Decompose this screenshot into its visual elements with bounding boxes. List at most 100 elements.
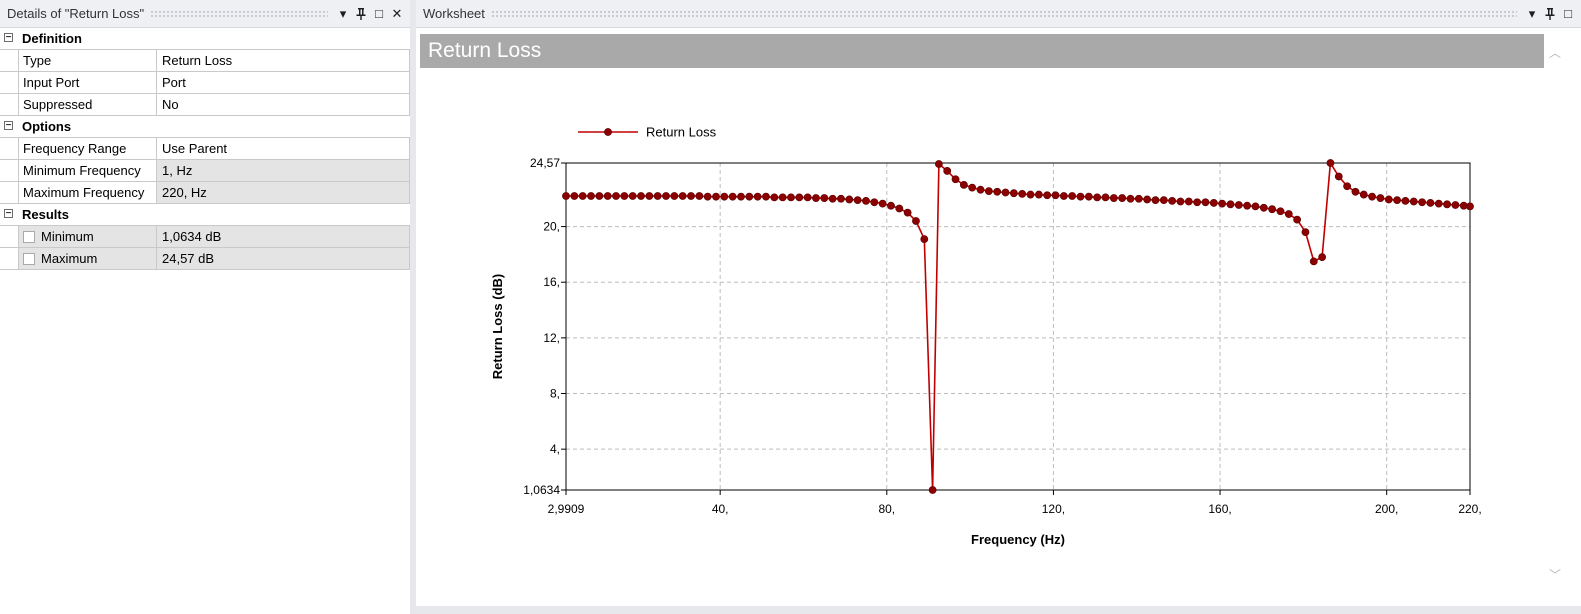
vertical-scrollbar[interactable]: ︿ ﹀ bbox=[1546, 34, 1564, 604]
maximize-icon[interactable]: □ bbox=[1564, 6, 1572, 21]
pane-drag-grip[interactable] bbox=[490, 9, 1517, 18]
collapse-icon[interactable]: − bbox=[4, 208, 13, 219]
data-point bbox=[595, 192, 604, 200]
property-row-minimum-frequency[interactable]: Minimum Frequency 1, Hz bbox=[0, 160, 410, 182]
data-point bbox=[1201, 198, 1210, 207]
parameter-checkbox[interactable] bbox=[23, 231, 35, 243]
data-point bbox=[1384, 195, 1393, 204]
data-point bbox=[1376, 194, 1385, 202]
x-tick-label: 160, bbox=[1208, 502, 1231, 516]
property-row-frequency-range[interactable]: Frequency Range Use Parent bbox=[0, 138, 410, 160]
property-row-maximum[interactable]: Maximum 24,57 dB bbox=[0, 248, 410, 270]
data-point bbox=[753, 192, 762, 201]
group-label: Options bbox=[22, 119, 72, 134]
plot-area-frame bbox=[565, 162, 1471, 491]
data-point bbox=[1209, 199, 1218, 207]
data-point bbox=[845, 195, 854, 204]
y-tick-label: 1,0634 bbox=[523, 483, 560, 497]
data-point bbox=[745, 192, 754, 201]
data-point bbox=[687, 192, 695, 200]
data-point bbox=[1318, 253, 1327, 262]
group-results[interactable]: − Results bbox=[0, 204, 410, 226]
data-point bbox=[1009, 189, 1018, 198]
data-point bbox=[993, 187, 1002, 196]
dropdown-icon[interactable]: ▾ bbox=[339, 5, 347, 21]
data-point bbox=[887, 201, 895, 210]
data-point bbox=[1368, 192, 1377, 201]
legend-label: Return Loss bbox=[646, 125, 717, 140]
data-point bbox=[587, 192, 595, 200]
group-options[interactable]: − Options bbox=[0, 116, 410, 138]
y-tick-label: 16, bbox=[543, 275, 560, 289]
property-value: 220, Hz bbox=[157, 182, 410, 203]
data-point bbox=[1334, 172, 1343, 181]
group-label: Results bbox=[22, 207, 69, 222]
property-name: Minimum Frequency bbox=[18, 160, 157, 181]
data-point bbox=[728, 192, 737, 201]
property-value[interactable]: No bbox=[157, 94, 410, 115]
data-point bbox=[1293, 215, 1302, 224]
worksheet-panel: Return Loss ︿ ﹀ 2,9909 40, 80, 120, 160, 200,… bbox=[416, 28, 1581, 614]
property-row-minimum[interactable]: Minimum 1,0634 dB bbox=[0, 226, 410, 248]
y-tick-label: 20, bbox=[543, 220, 560, 234]
return-loss-chart: 2,9909 40, 80, 120, 160, 200, 220, 1,0634 4, 8, 12… bbox=[490, 125, 1482, 548]
property-name: Minimum bbox=[18, 226, 157, 247]
y-tick-label: 4, bbox=[550, 442, 560, 456]
data-point bbox=[951, 175, 960, 184]
data-point bbox=[1084, 192, 1093, 201]
pin-icon[interactable] bbox=[352, 5, 370, 23]
x-axis-title: Frequency (Hz) bbox=[971, 532, 1065, 547]
data-point bbox=[1243, 201, 1252, 210]
x-tick-label: 120, bbox=[1042, 502, 1065, 516]
pane-drag-grip[interactable] bbox=[150, 9, 328, 18]
data-point bbox=[762, 192, 770, 201]
property-value[interactable]: Port bbox=[157, 72, 410, 93]
property-value[interactable]: Use Parent bbox=[157, 138, 410, 159]
group-definition[interactable]: − Definition bbox=[0, 28, 410, 50]
maximize-icon[interactable]: □ bbox=[375, 6, 383, 21]
data-point bbox=[712, 192, 720, 201]
data-point bbox=[1434, 199, 1443, 208]
data-point bbox=[770, 193, 779, 202]
data-point bbox=[1326, 159, 1335, 167]
data-point bbox=[1134, 194, 1143, 203]
data-point bbox=[637, 192, 645, 200]
bottom-edge bbox=[416, 606, 1581, 614]
scroll-down-icon[interactable]: ﹀ bbox=[1549, 568, 1562, 582]
data-point bbox=[870, 198, 879, 207]
data-point bbox=[1309, 257, 1318, 266]
scroll-up-icon[interactable]: ︿ bbox=[1549, 46, 1562, 60]
pin-icon[interactable] bbox=[1541, 5, 1559, 23]
data-point bbox=[1026, 190, 1035, 199]
dropdown-icon[interactable]: ▾ bbox=[1528, 5, 1536, 21]
data-point bbox=[984, 187, 993, 196]
collapse-icon[interactable]: − bbox=[4, 120, 13, 131]
property-value[interactable]: Return Loss bbox=[157, 50, 410, 71]
data-point bbox=[1351, 187, 1360, 196]
y-tick-label: 12, bbox=[543, 331, 560, 345]
close-icon[interactable]: ✕ bbox=[391, 5, 403, 21]
data-point bbox=[820, 194, 829, 202]
data-point bbox=[1126, 194, 1135, 203]
data-point bbox=[1143, 195, 1152, 204]
x-tick-label: 220, bbox=[1458, 502, 1481, 516]
data-point bbox=[1268, 205, 1277, 214]
property-row-type[interactable]: Type Return Loss bbox=[0, 50, 410, 72]
parameter-checkbox[interactable] bbox=[23, 253, 35, 265]
data-point bbox=[1418, 198, 1426, 207]
property-name: Suppressed bbox=[18, 94, 157, 115]
data-point bbox=[1051, 191, 1060, 200]
y-tick-label: 8, bbox=[550, 387, 560, 401]
data-point bbox=[1466, 202, 1474, 211]
data-point bbox=[620, 192, 629, 200]
data-point bbox=[1284, 210, 1293, 218]
collapse-icon[interactable]: − bbox=[4, 32, 13, 43]
property-row-maximum-frequency[interactable]: Maximum Frequency 220, Hz bbox=[0, 182, 410, 204]
details-pane-header: Details of "Return Loss" ▾ □ ✕ bbox=[0, 0, 410, 28]
data-point bbox=[670, 192, 679, 200]
property-name: Maximum Frequency bbox=[18, 182, 157, 203]
property-row-suppressed[interactable]: Suppressed No bbox=[0, 94, 410, 116]
data-point bbox=[1359, 190, 1368, 199]
pane-splitter[interactable] bbox=[410, 0, 416, 614]
property-row-input-port[interactable]: Input Port Port bbox=[0, 72, 410, 94]
